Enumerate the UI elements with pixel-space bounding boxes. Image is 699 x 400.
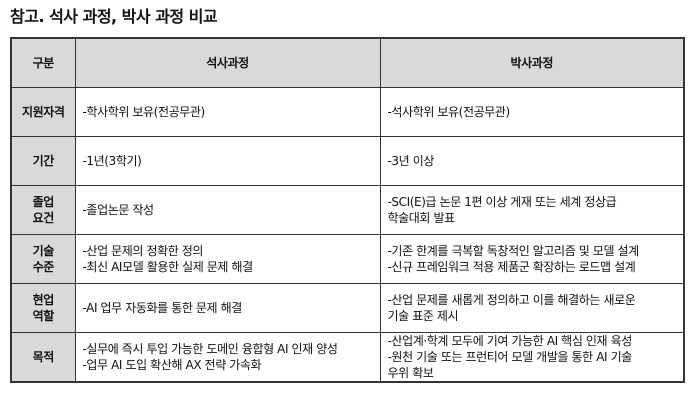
header-master: 석사과정: [74, 37, 381, 88]
master-cell: -산업 문제의 정확한 정의 -최신 AI모델 활용한 실제 문제 해결: [74, 233, 381, 284]
master-cell: -졸업논문 작성: [74, 184, 381, 235]
cell-text-line: -업무 AI 도입 확산해 AX 전략 가속화: [82, 357, 262, 372]
phd-cell: -석사학위 보유(전공무관): [379, 86, 685, 137]
phd-cell: -기존 한계를 극복할 독창적인 알고리즘 및 모델 설계 -신규 프레임워크 적…: [379, 233, 685, 284]
cell-text-line: 목적: [32, 349, 55, 364]
master-cell: -AI 업무 자동화를 통한 문제 해결: [74, 282, 381, 333]
cell-text-line: -신규 프레임워크 적용 제품군 확장하는 로드맵 설계: [387, 259, 636, 274]
row-label: 졸업 요건: [10, 184, 76, 235]
phd-cell: -SCI(E)급 논문 1편 이상 게재 또는 세계 정상급 학술대회 발표: [379, 184, 685, 235]
cell-text-line: -원천 기술 또는 프런티어 모델 개발을 통한 AI 기술: [387, 349, 633, 364]
cell-text-line: 기간: [32, 153, 55, 168]
cell-text-line: -산업 문제의 정확한 정의: [82, 243, 204, 258]
phd-cell: -산업계·학계 모두에 기여 가능한 AI 핵심 인재 육성 -원천 기술 또는 …: [379, 331, 685, 383]
phd-cell: -3년 이상: [379, 135, 685, 186]
cell-text-line: 기술 표준 제시: [387, 308, 459, 323]
cell-text-line: -SCI(E)급 논문 1편 이상 게재 또는 세계 정상급: [387, 194, 617, 209]
table-row: 목적 -실무에 즉시 투입 가능한 도메인 융합형 AI 인재 양성 -업무 AI …: [10, 331, 685, 383]
phd-cell: -산업 문제를 새롭게 정의하고 이를 해결하는 새로운 기술 표준 제시: [379, 282, 685, 333]
cell-text-line: -졸업논문 작성: [82, 202, 155, 217]
cell-text-line: 졸업: [32, 194, 55, 209]
master-cell: -학사학위 보유(전공무관): [74, 86, 381, 137]
header-category: 구분: [10, 37, 76, 88]
header-phd: 박사과정: [379, 37, 685, 88]
table-row: 기술 수준 -산업 문제의 정확한 정의 -최신 AI모델 활용한 실제 문제 해결 -…: [10, 233, 685, 284]
cell-text-line: -기존 한계를 극복할 독창적인 알고리즘 및 모델 설계: [387, 243, 640, 258]
comparison-table: 구분 석사과정 박사과정 지원자격 -학사학위 보유(전공무관) -석사학위 보유(…: [10, 37, 685, 383]
cell-text-line: -3년 이상: [387, 153, 435, 168]
row-label: 기술 수준: [10, 233, 76, 284]
master-cell: -1년(3학기): [74, 135, 381, 186]
cell-text-line: 현업: [32, 292, 55, 307]
table-row: 졸업 요건 -졸업논문 작성 -SCI(E)급 논문 1편 이상 게재 또는 세계 정…: [10, 184, 685, 235]
cell-text-line: 기술: [32, 243, 55, 258]
table-header-row: 구분 석사과정 박사과정: [10, 37, 685, 88]
cell-text-line: 지원자격: [21, 104, 65, 119]
cell-text-line: -AI 업무 자동화를 통한 문제 해결: [82, 300, 243, 315]
cell-text-line: 역할: [32, 308, 55, 323]
cell-text-line: 요건: [32, 210, 55, 225]
table-row: 현업 역할 -AI 업무 자동화를 통한 문제 해결 -산업 문제를 새롭게 정의하고…: [10, 282, 685, 333]
cell-text-line: -산업계·학계 모두에 기여 가능한 AI 핵심 인재 육성: [387, 333, 633, 348]
cell-text-line: -실무에 즉시 투입 가능한 도메인 융합형 AI 인재 양성: [82, 341, 338, 356]
row-label: 현업 역할: [10, 282, 76, 333]
page-title: 참고. 석사 과정, 박사 과정 비교: [10, 7, 218, 26]
master-cell: -실무에 즉시 투입 가능한 도메인 융합형 AI 인재 양성 -업무 AI 도입…: [74, 331, 381, 383]
table-row: 지원자격 -학사학위 보유(전공무관) -석사학위 보유(전공무관): [10, 86, 685, 137]
row-label: 기간: [10, 135, 76, 186]
table-row: 기간 -1년(3학기) -3년 이상: [10, 135, 685, 186]
row-label: 목적: [10, 331, 76, 383]
cell-text-line: -최신 AI모델 활용한 실제 문제 해결: [82, 259, 254, 274]
cell-text-line: 학술대회 발표: [387, 210, 456, 225]
cell-text-line: -학사학위 보유(전공무관): [82, 104, 206, 119]
cell-text-line: -석사학위 보유(전공무관): [387, 104, 511, 119]
cell-text-line: -산업 문제를 새롭게 정의하고 이를 해결하는 새로운: [387, 292, 636, 307]
cell-text-line: 우위 확보: [387, 365, 434, 380]
cell-text-line: -1년(3학기): [82, 153, 142, 168]
row-label: 지원자격: [10, 86, 76, 137]
cell-text-line: 수준: [32, 259, 55, 274]
